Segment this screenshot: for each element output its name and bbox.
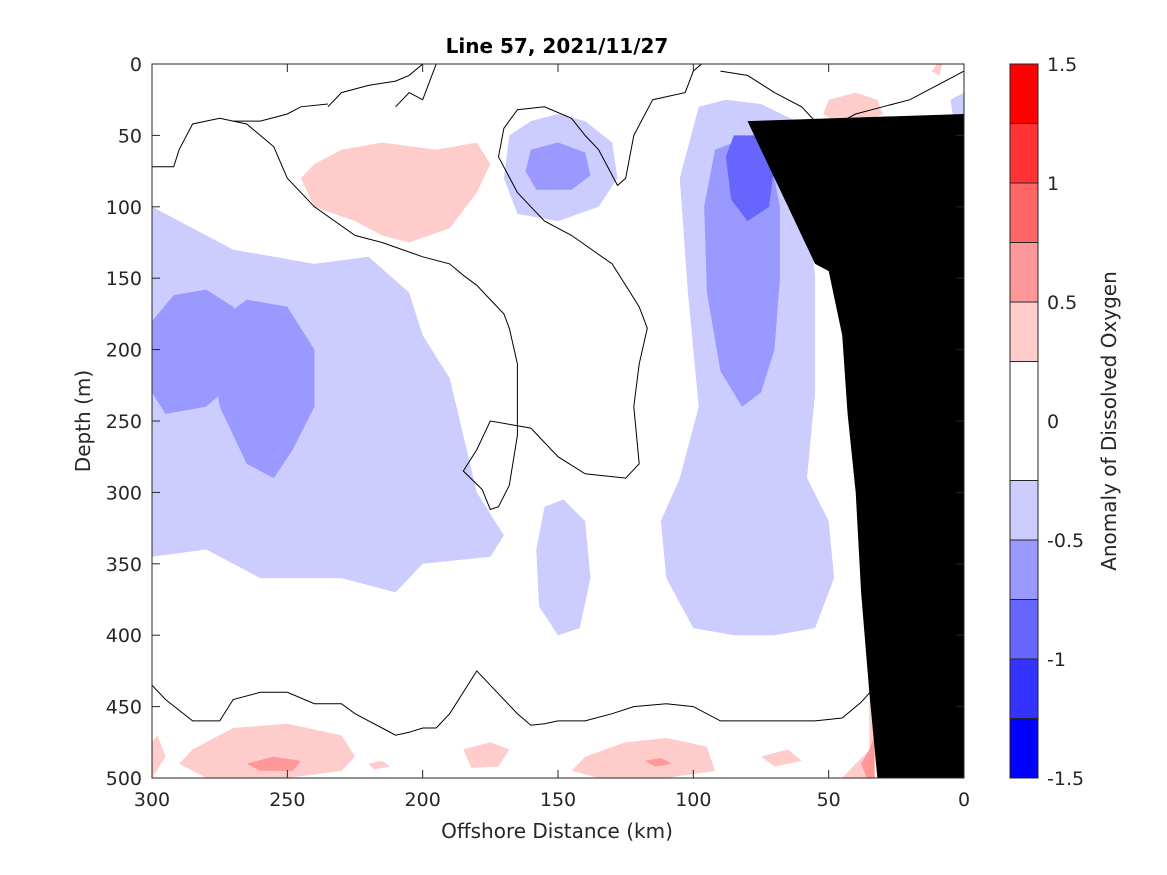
chart-title: Line 57, 2021/11/27 [446,34,669,58]
y-tick-label: 300 [106,482,142,504]
colorbar-swatch [1010,361,1038,481]
anomaly-region-7 [725,135,775,222]
y-tick-label: 400 [106,625,142,647]
x-axis-title: Offshore Distance (km) [441,819,673,843]
x-tick-label: 150 [540,789,576,811]
y-tick-label: 100 [106,197,142,219]
colorbar-swatch [1010,540,1038,600]
anomaly-region-11 [300,142,491,243]
anomaly-region-18 [463,742,510,768]
y-tick-label: 200 [106,340,142,362]
zero-contour-3 [327,64,424,108]
anomaly-region-13 [931,64,943,76]
y-tick-label: 50 [118,125,142,147]
x-tick-label: 300 [134,789,170,811]
y-tick-label: 150 [106,268,142,290]
anomaly-region-0 [152,206,504,593]
zero-contours [152,64,964,736]
colorbar-swatch [1010,599,1038,659]
colorbar-tick-label: -1.5 [1047,768,1084,790]
colorbar-frame [1009,63,1039,779]
x-tick-label: 250 [269,789,305,811]
y-axis-title: Depth (m) [71,370,95,472]
colorbar-swatch [1010,183,1038,243]
anomaly-region-17 [368,760,391,770]
anomaly-region-20 [644,758,672,767]
zero-contour-0 [152,64,702,511]
anomaly-region-16 [246,756,301,771]
colorbar-tick-label: 0.5 [1047,292,1077,314]
zero-contour-2 [152,670,884,736]
anomaly-region-10 [950,92,964,119]
y-axis: 0 50 100 150 200 250 300 350 400 450 500 [106,54,964,790]
anomaly-region-23 [861,735,875,778]
y-tick-label: 350 [106,554,142,576]
colorbar-swatch [1010,242,1038,302]
colorbar-tick-label: -0.5 [1047,530,1084,552]
y-tick-label: 250 [106,411,142,433]
y-tick-label: 0 [130,54,142,76]
anomaly-region-19 [571,738,715,778]
anomaly-region-21 [761,749,802,767]
y-tick-label: 500 [106,768,142,790]
colorbar-tick-label: -1 [1047,649,1066,671]
x-tick-label: 50 [817,789,841,811]
colorbar-swatch [1010,718,1038,778]
colorbar-label: Anomaly of Dissolved Oxygen [1097,271,1121,571]
land-mask [747,114,964,778]
seafloor [747,114,964,778]
x-tick-label: 200 [405,789,441,811]
x-tick-label: 100 [675,789,711,811]
colorbar-swatch [1010,480,1038,540]
anomaly-region-8 [536,499,591,636]
colorbar-swatch [1010,302,1038,362]
anomaly-region-4 [525,142,591,190]
y-tick-label: 450 [106,697,142,719]
anomaly-regions [152,64,964,778]
colorbar-swatch [1010,659,1038,719]
anomaly-region-2 [211,299,315,479]
zero-contour-4 [395,64,437,108]
x-axis: 300 250 200 150 100 50 0 [134,64,970,811]
colorbar: 1.5 1 0.5 0 -0.5 -1 -1.5 [1009,54,1084,790]
zero-contour-5 [233,103,328,122]
colorbar-tick-label: 1.5 [1047,54,1077,76]
colorbar-swatch [1010,64,1038,124]
anomaly-region-15 [179,723,355,778]
x-tick-label: 0 [958,789,970,811]
colorbar-tick-label: 0 [1047,411,1059,433]
colorbar-swatch [1010,123,1038,183]
anomaly-region-14 [152,735,166,778]
anomaly-region-12 [823,92,883,124]
colorbar-tick-label: 1 [1047,173,1059,195]
